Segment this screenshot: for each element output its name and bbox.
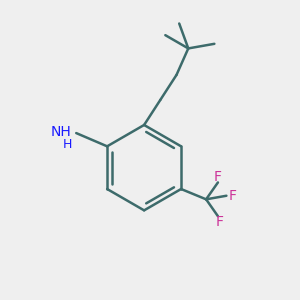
Text: F: F: [215, 215, 223, 229]
Text: H: H: [62, 138, 72, 151]
Text: NH: NH: [51, 124, 72, 139]
Text: F: F: [229, 189, 237, 203]
Text: F: F: [214, 170, 222, 184]
